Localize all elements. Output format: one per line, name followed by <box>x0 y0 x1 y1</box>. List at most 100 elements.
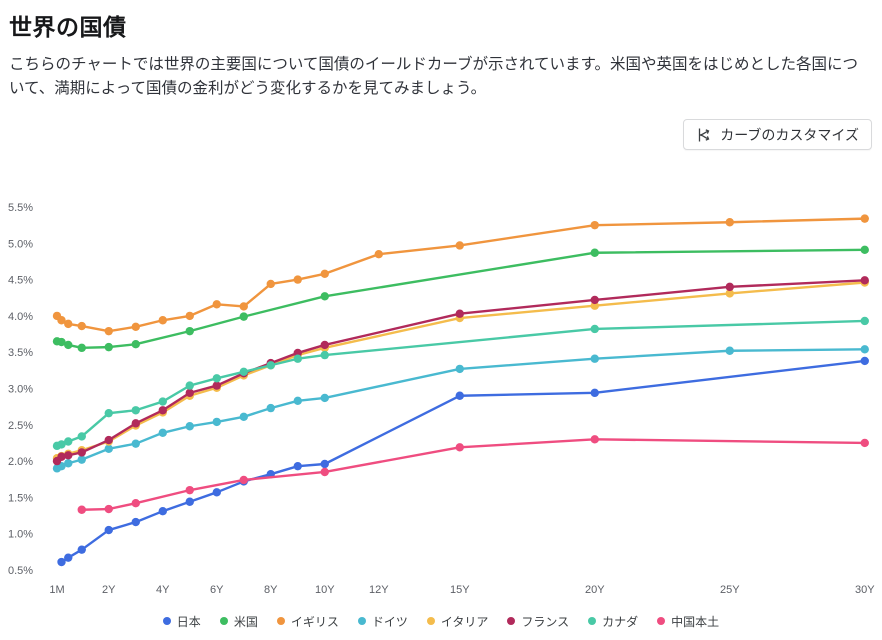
legend-item-日本[interactable]: 日本 <box>162 613 201 630</box>
data-point-ドイツ-7Y[interactable] <box>239 412 248 422</box>
data-point-カナダ-20Y[interactable] <box>590 324 599 334</box>
data-point-米国-10Y[interactable] <box>320 292 329 301</box>
data-point-日本-30Y[interactable] <box>860 356 869 366</box>
legend-item-カナダ[interactable]: カナダ <box>588 613 638 630</box>
data-point-米国-30Y[interactable] <box>860 245 869 255</box>
data-point-カナダ-10Y[interactable] <box>320 350 329 360</box>
data-point-イギリス-30Y[interactable] <box>860 214 869 223</box>
data-point-中国本土-3Y[interactable] <box>131 499 140 508</box>
data-point-ドイツ-5Y[interactable] <box>185 422 194 431</box>
data-point-イタリア-25Y[interactable] <box>725 289 734 298</box>
data-point-イギリス-25Y[interactable] <box>725 218 734 227</box>
data-point-フランス-6M[interactable] <box>64 451 73 460</box>
data-point-イタリア-20Y[interactable] <box>590 301 599 310</box>
data-point-カナダ-1Y[interactable] <box>77 432 86 441</box>
data-point-米国-3M[interactable] <box>57 337 66 347</box>
legend-item-中国本土[interactable]: 中国本土 <box>657 613 719 630</box>
data-point-日本-2Y[interactable] <box>104 525 113 535</box>
data-point-ドイツ-6Y[interactable] <box>212 417 221 427</box>
data-point-イギリス-8Y[interactable] <box>266 279 275 289</box>
data-point-イギリス-15Y[interactable] <box>455 241 464 250</box>
data-point-日本-15Y[interactable] <box>455 391 464 400</box>
data-point-カナダ-4Y[interactable] <box>158 397 167 406</box>
legend-item-フランス[interactable]: フランス <box>507 613 569 630</box>
data-point-中国本土-20Y[interactable] <box>590 435 599 444</box>
data-point-フランス-5Y[interactable] <box>185 388 194 398</box>
data-point-イギリス-12Y[interactable] <box>374 249 383 259</box>
data-point-中国本土-5Y[interactable] <box>185 485 194 495</box>
data-point-フランス-4Y[interactable] <box>158 406 167 415</box>
data-point-米国-5Y[interactable] <box>185 326 194 336</box>
data-point-カナダ-7Y[interactable] <box>239 367 248 377</box>
legend-item-イタリア[interactable]: イタリア <box>426 613 488 630</box>
data-point-フランス-3Y[interactable] <box>131 419 140 428</box>
data-point-中国本土-7Y[interactable] <box>239 475 248 485</box>
data-point-日本-6M[interactable] <box>64 553 73 562</box>
data-point-イギリス-6Y[interactable] <box>212 300 221 309</box>
data-point-フランス-2Y[interactable] <box>104 435 113 445</box>
data-point-カナダ-3Y[interactable] <box>131 406 140 415</box>
data-point-米国-1Y[interactable] <box>77 343 86 353</box>
data-point-日本-5Y[interactable] <box>185 497 194 506</box>
data-point-ドイツ-1Y[interactable] <box>77 455 86 464</box>
data-point-カナダ-30Y[interactable] <box>860 316 869 326</box>
legend-item-米国[interactable]: 米国 <box>219 613 258 630</box>
data-point-中国本土-15Y[interactable] <box>455 443 464 452</box>
data-point-中国本土-10Y[interactable] <box>320 467 329 477</box>
data-point-中国本土-1Y[interactable] <box>77 505 86 514</box>
data-point-フランス-30Y[interactable] <box>860 276 869 285</box>
data-point-イギリス-3M[interactable] <box>57 316 66 325</box>
data-point-イギリス-5Y[interactable] <box>185 311 194 321</box>
data-point-イギリス-4Y[interactable] <box>158 316 167 325</box>
data-point-ドイツ-15Y[interactable] <box>455 364 464 374</box>
data-point-フランス-3M[interactable] <box>57 452 66 461</box>
data-point-ドイツ-6M[interactable] <box>64 459 73 468</box>
data-point-フランス-6Y[interactable] <box>212 381 221 390</box>
data-point-カナダ-3M[interactable] <box>57 440 66 449</box>
data-point-カナダ-6M[interactable] <box>64 437 73 446</box>
data-point-フランス-20Y[interactable] <box>590 295 599 305</box>
data-point-ドイツ-8Y[interactable] <box>266 403 275 413</box>
data-point-イギリス-20Y[interactable] <box>590 220 599 230</box>
data-point-ドイツ-9Y[interactable] <box>293 396 302 406</box>
data-point-日本-1Y[interactable] <box>77 545 86 554</box>
data-point-中国本土-2Y[interactable] <box>104 504 113 514</box>
data-point-日本-6Y[interactable] <box>212 488 221 497</box>
data-point-イギリス-1Y[interactable] <box>77 321 86 331</box>
data-point-ドイツ-20Y[interactable] <box>590 354 599 363</box>
data-point-中国本土-30Y[interactable] <box>860 438 869 448</box>
data-point-イギリス-6M[interactable] <box>64 319 73 329</box>
data-point-イギリス-7Y[interactable] <box>239 302 248 311</box>
data-point-イギリス-9Y[interactable] <box>293 275 302 284</box>
data-point-ドイツ-3Y[interactable] <box>131 439 140 448</box>
data-point-イギリス-10Y[interactable] <box>320 269 329 278</box>
data-point-日本-10Y[interactable] <box>320 459 329 469</box>
data-point-カナダ-5Y[interactable] <box>185 381 194 390</box>
data-point-カナダ-8Y[interactable] <box>266 361 275 370</box>
data-point-ドイツ-25Y[interactable] <box>725 346 734 355</box>
customize-curves-button[interactable]: カーブのカスタマイズ <box>683 119 872 150</box>
data-point-ドイツ-10Y[interactable] <box>320 393 329 403</box>
data-point-フランス-15Y[interactable] <box>455 309 464 318</box>
legend-item-イギリス[interactable]: イギリス <box>276 613 339 630</box>
data-point-米国-6M[interactable] <box>64 340 73 350</box>
data-point-イギリス-3Y[interactable] <box>131 322 140 331</box>
legend-item-ドイツ[interactable]: ドイツ <box>357 613 408 630</box>
data-point-日本-20Y[interactable] <box>590 388 599 398</box>
data-point-米国-7Y[interactable] <box>239 312 248 321</box>
data-point-フランス-1Y[interactable] <box>77 448 86 457</box>
data-point-米国-2Y[interactable] <box>104 342 113 352</box>
data-point-ドイツ-2Y[interactable] <box>104 444 113 453</box>
data-point-ドイツ-4Y[interactable] <box>158 428 167 437</box>
data-point-日本-3M[interactable] <box>57 557 66 567</box>
data-point-日本-3Y[interactable] <box>131 517 140 527</box>
data-point-米国-20Y[interactable] <box>590 248 599 257</box>
data-point-米国-3Y[interactable] <box>131 340 140 349</box>
data-point-フランス-10Y[interactable] <box>320 340 329 350</box>
data-point-カナダ-9Y[interactable] <box>293 354 302 363</box>
data-point-日本-4Y[interactable] <box>158 506 167 516</box>
data-point-ドイツ-30Y[interactable] <box>860 345 869 354</box>
data-point-イギリス-2Y[interactable] <box>104 326 113 336</box>
data-point-カナダ-6Y[interactable] <box>212 374 221 383</box>
data-point-日本-9Y[interactable] <box>293 461 302 471</box>
